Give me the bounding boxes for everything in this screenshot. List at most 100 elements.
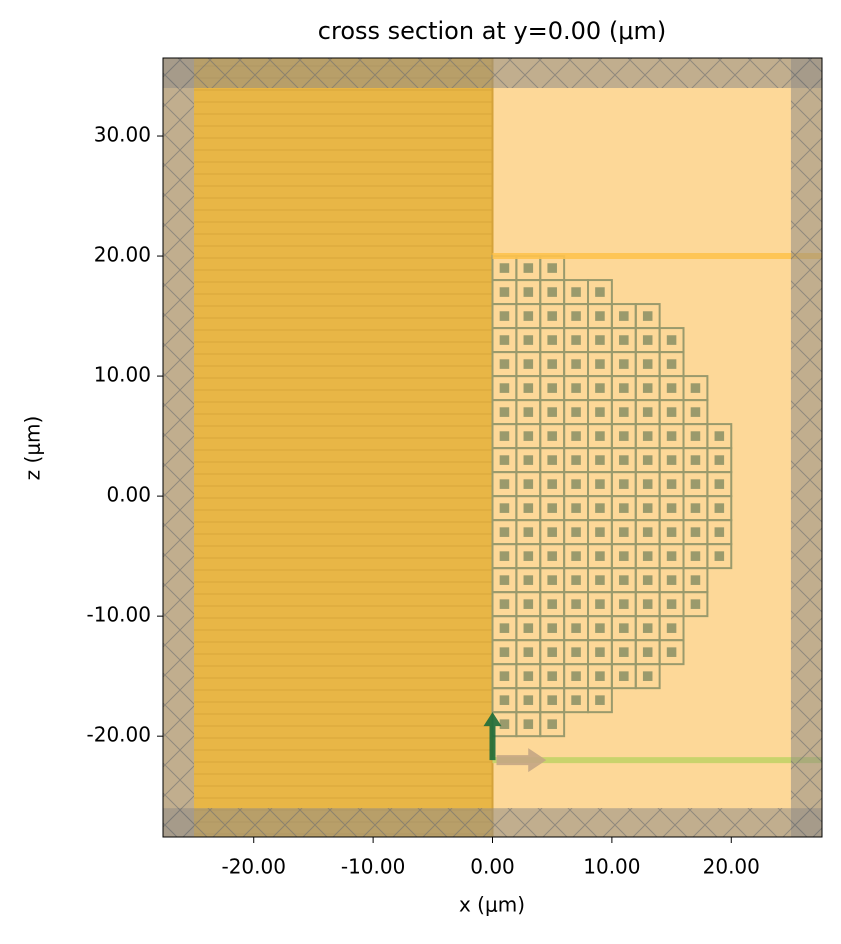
lattice-core: [595, 551, 605, 561]
lattice-core: [571, 287, 581, 297]
lattice-core: [523, 335, 534, 345]
lattice-core: [523, 479, 534, 489]
lattice-core: [547, 479, 557, 489]
lattice-core: [523, 671, 534, 681]
lattice-core: [523, 719, 534, 729]
lattice-core: [666, 479, 677, 489]
lattice-core: [619, 623, 629, 633]
lattice-core: [714, 503, 725, 513]
polarization-arrow: [483, 712, 502, 761]
lattice-core: [571, 503, 581, 513]
lattice-core: [642, 623, 653, 633]
lattice-core: [523, 503, 534, 513]
lattice-core: [595, 311, 605, 321]
lattice-cell: [587, 279, 613, 306]
lattice-core: [595, 647, 605, 657]
lattice-core: [619, 671, 629, 681]
lattice-core: [642, 335, 653, 345]
lattice-core: [523, 383, 534, 393]
lattice-core: [595, 431, 605, 441]
lattice-core: [714, 431, 725, 441]
lattice-core: [547, 599, 557, 609]
lattice-core: [595, 359, 605, 369]
chart-title: cross section at y=0.00 (μm): [318, 17, 666, 45]
pml-hatch: [790, 58, 822, 837]
lattice-core: [547, 695, 557, 705]
lattice-core: [619, 359, 629, 369]
lattice-core: [690, 455, 701, 465]
lattice-core: [547, 551, 557, 561]
lattice-core: [523, 551, 534, 561]
lattice-core: [595, 623, 605, 633]
lattice-core: [523, 623, 534, 633]
x-axis-label: x (μm): [459, 893, 525, 917]
lattice-core: [642, 479, 653, 489]
lattice-core: [523, 527, 534, 537]
lattice-core: [499, 335, 510, 345]
lattice-core: [523, 311, 534, 321]
lattice-core: [666, 407, 677, 417]
lattice-core: [690, 431, 701, 441]
lattice-core: [619, 527, 629, 537]
lattice-core: [547, 407, 557, 417]
lattice-core: [571, 527, 581, 537]
lattice-core: [523, 263, 534, 273]
lattice-core: [523, 695, 534, 705]
lattice-core: [666, 359, 677, 369]
lattice-core: [666, 335, 677, 345]
lattice-core: [642, 359, 653, 369]
lattice-core: [547, 455, 557, 465]
lattice-core: [666, 383, 677, 393]
lattice-core: [666, 431, 677, 441]
lattice-core: [666, 623, 677, 633]
lattice-core: [523, 455, 534, 465]
y-tick-label: 10.00: [94, 363, 151, 387]
lattice-core: [595, 455, 605, 465]
lattice-core: [547, 335, 557, 345]
lattice-core: [666, 527, 677, 537]
lattice-core: [595, 479, 605, 489]
lattice-core: [690, 383, 701, 393]
lattice-core: [547, 287, 557, 297]
lattice-core: [499, 287, 510, 297]
lattice-core: [595, 407, 605, 417]
lattice-core: [499, 503, 510, 513]
lattice-core: [595, 287, 605, 297]
slab-stripes: [194, 58, 493, 837]
lattice-core: [571, 695, 581, 705]
lattice-core: [595, 527, 605, 537]
lattice-core: [571, 455, 581, 465]
lattice-core: [499, 263, 510, 273]
lattice-core: [595, 599, 605, 609]
lattice-core: [690, 527, 701, 537]
lattice-core: [642, 431, 653, 441]
lattice-core: [523, 287, 534, 297]
lattice-core: [499, 407, 510, 417]
lattice-core: [619, 407, 629, 417]
lattice-core: [571, 647, 581, 657]
lattice-core: [499, 551, 510, 561]
lattice-core: [690, 407, 701, 417]
lattice-core: [619, 455, 629, 465]
lattice-core: [547, 527, 557, 537]
lattice-core: [642, 407, 653, 417]
lattice-core: [619, 479, 629, 489]
lattice-core: [642, 527, 653, 537]
lattice-core: [499, 599, 510, 609]
lattice-cell: [706, 423, 733, 450]
lattice-core: [619, 431, 629, 441]
lattice-core: [523, 359, 534, 369]
lattice-core: [571, 335, 581, 345]
lattice-core: [499, 671, 510, 681]
lattice-core: [642, 647, 653, 657]
lattice-core: [499, 383, 510, 393]
lattice-core: [714, 479, 725, 489]
lattice-core: [547, 623, 557, 633]
lattice-core: [499, 455, 510, 465]
lattice-core: [690, 479, 701, 489]
lattice-core: [571, 383, 581, 393]
lattice-core: [547, 647, 557, 657]
y-axis-label: z (μm): [21, 416, 45, 481]
lattice-core: [666, 575, 677, 585]
lattice-core: [642, 551, 653, 561]
